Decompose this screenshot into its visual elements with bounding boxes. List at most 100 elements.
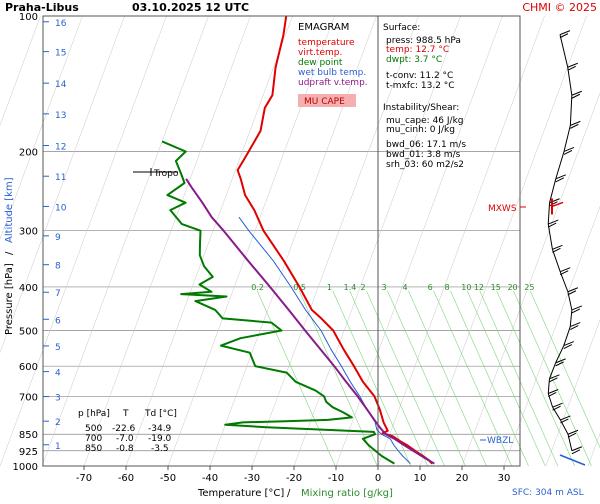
mu-cape-badge — [298, 94, 356, 107]
wind-barb-flag — [563, 341, 575, 347]
pressure-tick-label: 925 — [19, 447, 38, 458]
xlabel-temperature: Temperature [°C] — [197, 488, 284, 499]
surface-press: press: 988.5 hPa — [386, 36, 461, 46]
mixing-ratio-line — [298, 290, 378, 467]
mixing-ratio-label: 6 — [428, 283, 433, 292]
mixing-ratio-label: 1 — [327, 283, 332, 292]
mixing-ratio-line — [479, 290, 559, 467]
wind-barb-shaft — [547, 223, 553, 250]
skew-gridline — [251, 15, 419, 467]
legend-item-temperature: temperature — [298, 38, 355, 48]
altitude-tick-label: 7 — [55, 289, 61, 299]
dew-point-line — [161, 140, 395, 465]
skew-gridline — [545, 319, 600, 467]
altitude-tick-label: 4 — [55, 369, 61, 379]
mixing-ratio-line — [366, 290, 445, 467]
x-tick-label: 0 — [375, 473, 381, 484]
mixing-ratio-label: 3 — [381, 283, 386, 292]
table-cell: -0.8 — [116, 444, 134, 454]
datetime-title: 03.10.2025 12 UTC — [132, 1, 249, 14]
legend-item-wet-bulb: wet bulb temp. — [298, 68, 366, 78]
skew-gridline — [377, 15, 545, 467]
skew-gridline — [125, 15, 293, 467]
wind-barb-shaft — [569, 95, 573, 126]
legend: EMAGRAM temperature virt.temp. dew point… — [298, 22, 368, 107]
table-header-t: T — [122, 409, 129, 419]
instability-mu-cape: mu_cape: 46 J/kg — [386, 116, 464, 126]
wind-barb-flag — [552, 244, 563, 250]
wind-barb-flag — [563, 150, 573, 155]
plot-frame — [42, 15, 521, 467]
instability-srh03: srh_03: 60 m2/s2 — [386, 160, 464, 170]
mixing-ratio-label: 20 — [507, 283, 517, 292]
mixing-ratio-label: 12 — [474, 283, 484, 292]
altitude-tick-label: 11 — [55, 173, 66, 183]
wind-barb-shaft — [548, 362, 557, 379]
wbzl-label: WBZL — [487, 436, 513, 446]
mixing-ratio-line — [513, 290, 592, 467]
skew-gridline — [419, 15, 587, 467]
mixing-ratio-line — [349, 290, 428, 467]
table-header-p: p [hPa] — [78, 409, 110, 419]
x-tick-label: -30 — [244, 473, 260, 484]
skew-gridline — [83, 15, 251, 467]
x-tick-label: 10 — [414, 473, 427, 484]
wind-barb-flag — [548, 389, 559, 394]
skew-gridline — [0, 15, 41, 127]
tropopause-label: Tropo — [153, 169, 179, 179]
level-table: p [hPa] T Td [°C] 500 -22.6 -34.9 700 -7… — [78, 409, 177, 454]
mixing-ratio-label: 1.4 — [344, 283, 357, 292]
altitude-tick-label: 10 — [55, 203, 67, 213]
altitude-tick-label: 2 — [55, 418, 61, 428]
table-cell: -34.9 — [148, 424, 172, 434]
wind-barb-flag — [571, 446, 583, 452]
wind-barb-shaft — [547, 202, 551, 225]
wind-barb-flag — [549, 374, 560, 380]
table-cell: -3.5 — [151, 444, 169, 454]
wind-barb-flag — [559, 30, 571, 36]
skew-gridline — [167, 15, 335, 467]
altitude-tick-label: 3 — [55, 394, 61, 404]
wind-barb-shaft — [547, 378, 550, 394]
mixing-ratio-label: 25 — [524, 283, 534, 292]
wind-barb-flag — [567, 432, 577, 438]
mixing-ratio-label: 4 — [402, 283, 407, 292]
wind-barb-shaft — [551, 249, 561, 272]
instability-title: Instability/Shear: — [383, 103, 459, 113]
mixing-ratio-line — [332, 290, 412, 467]
skew-gridline — [41, 15, 209, 467]
wind-barb-shaft — [567, 67, 573, 96]
wind-barb-flag — [567, 429, 579, 435]
table-cell: 500 — [85, 424, 102, 434]
x-tick-label: -20 — [286, 473, 302, 484]
surface-tconv: t-conv: 11.2 °C — [386, 71, 453, 81]
wind-barb-flag — [560, 415, 571, 421]
mixing-ratio-label: 15 — [491, 283, 501, 292]
legend-item-updraft: udpraft v.temp. — [298, 78, 368, 88]
altitude-tick-label: 1 — [55, 442, 61, 452]
mixing-ratio-label: 10 — [461, 283, 471, 292]
altitude-tick-label: 5 — [55, 343, 61, 353]
mixing-ratio-label: 2 — [360, 283, 365, 292]
wind-barb-shaft — [559, 34, 569, 68]
temperature-line — [236, 15, 433, 465]
station-title: Praha-Libus — [5, 1, 79, 14]
wind-barb-flag — [571, 449, 581, 455]
wind-barb-shaft — [559, 419, 569, 435]
wind-barb-flag — [563, 146, 575, 152]
credit-label: CHMI © 2025 — [522, 1, 597, 14]
altitude-tick-label: 9 — [55, 233, 61, 243]
wind-barb-flag — [549, 201, 558, 207]
instability-bwd01: bwd_01: 3.8 m/s — [386, 150, 461, 160]
wind-barb-flag — [570, 120, 581, 126]
wind-barb-shaft — [563, 326, 571, 346]
wet-bulb-temp--line — [238, 216, 411, 464]
wind-barb-flag — [548, 219, 559, 225]
surface-info: Surface: press: 988.5 hPa temp: 12.7 °C … — [383, 23, 466, 170]
wind-barb-flag — [571, 308, 581, 314]
instability-bwd06: bwd_06: 17.1 m/s — [386, 140, 466, 150]
wind-barb-shaft — [567, 434, 573, 451]
ylabel-altitude: Altitude [km] — [4, 177, 15, 243]
wind-barb-flag — [547, 222, 557, 228]
surface-title: Surface: — [383, 23, 420, 33]
